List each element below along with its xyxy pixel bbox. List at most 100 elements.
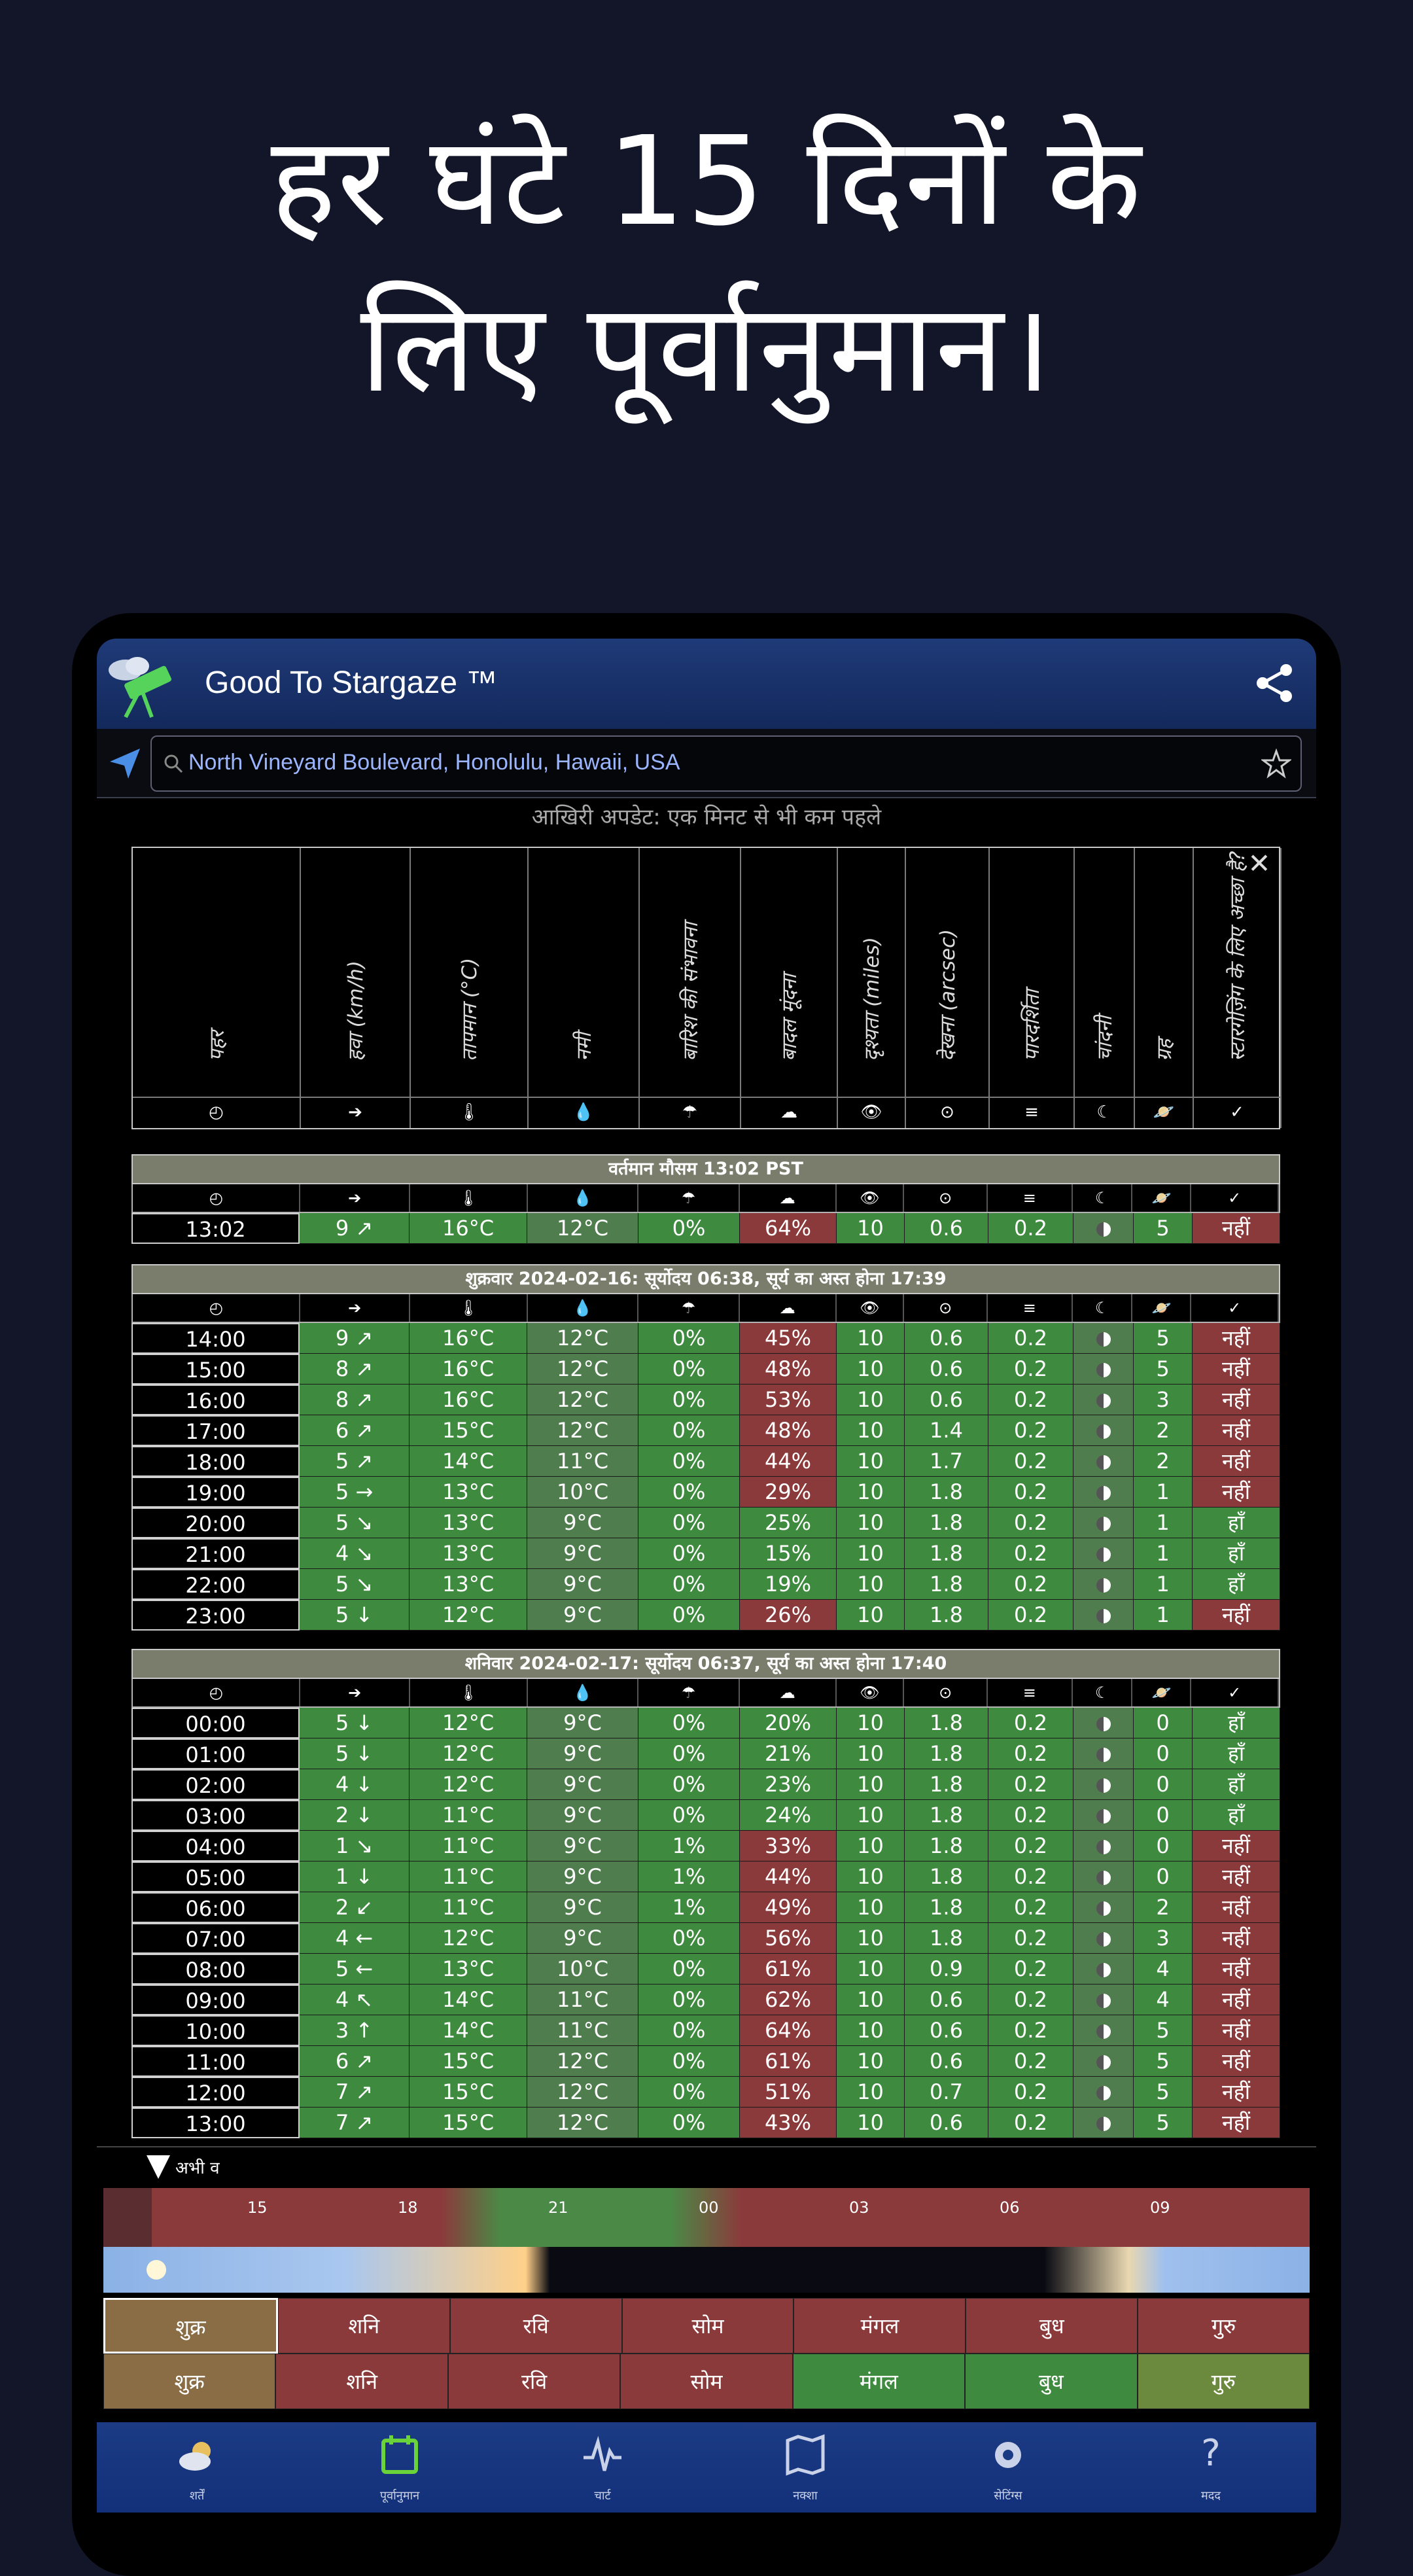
table-cell: 0.2 <box>988 2108 1073 2138</box>
table-cell <box>1073 1569 1134 1600</box>
column-5: बादल मूंदना ☁ <box>741 848 838 1128</box>
close-icon[interactable]: ✕ <box>1247 847 1271 879</box>
table-cell: 48% <box>740 1354 837 1385</box>
table-row[interactable]: 13:00 7 ↗ 15°C 12°C 0% 43% 10 0.6 0.2 5 नहीं <box>131 2108 1280 2138</box>
table-row[interactable]: 00:00 5 ↓ 12°C 9°C 0% 20% 10 1.8 0.2 0 हाँ <box>131 1708 1280 1738</box>
column-label: नमी <box>572 1032 596 1061</box>
day-button[interactable]: रवि <box>447 2354 621 2409</box>
nav-conditions[interactable]: शर्तें <box>110 2422 284 2513</box>
table-cell: 13°C <box>410 1477 527 1508</box>
table-row[interactable]: 23:00 5 ↓ 12°C 9°C 0% 26% 10 1.8 0.2 1 नहीं <box>131 1600 1280 1631</box>
section-title: शुक्रवार 2024-02-16: सूर्योदय 06:38, सूर… <box>131 1264 1280 1294</box>
table-row[interactable]: 03:00 2 ↓ 11°C 9°C 0% 24% 10 1.8 0.2 0 हाँ <box>131 1800 1280 1831</box>
column-icon: ☁ <box>741 1097 837 1127</box>
table-row[interactable]: 18:00 5 ↗ 14°C 11°C 0% 44% 10 1.7 0.2 2 नहीं <box>131 1446 1280 1477</box>
location-search-input[interactable]: North Vineyard Boulevard, Honolulu, Hawa… <box>150 735 1302 792</box>
table-cell: 10 <box>837 1508 905 1538</box>
table-cell: 0.2 <box>988 2077 1073 2108</box>
table-row[interactable]: 08:00 5 ← 13°C 10°C 0% 61% 10 0.9 0.2 4 नहीं <box>131 1954 1280 1985</box>
location-arrow-icon[interactable] <box>105 743 145 784</box>
row-icon: 👁 <box>837 1294 905 1322</box>
day-button[interactable]: बुध <box>966 2298 1138 2354</box>
day-button[interactable]: रवि <box>449 2298 622 2354</box>
day-button[interactable]: गुरु <box>1137 2354 1310 2409</box>
table-cell: 11°C <box>527 1446 638 1477</box>
app-bar: Good To Stargaze ™ <box>97 639 1316 729</box>
table-cell: 64% <box>740 2015 837 2046</box>
table-cell: 0% <box>638 2077 740 2108</box>
row-icon: ⊙ <box>904 1294 988 1322</box>
table-row[interactable]: 22:00 5 ↘ 13°C 9°C 0% 19% 10 1.8 0.2 1 हाँ <box>131 1569 1280 1600</box>
table-row[interactable]: 09:00 4 ↖ 14°C 11°C 0% 62% 10 0.6 0.2 4 नहीं <box>131 1985 1280 2015</box>
table-row[interactable]: 01:00 5 ↓ 12°C 9°C 0% 21% 10 1.8 0.2 0 हाँ <box>131 1738 1280 1769</box>
table-cell: 9°C <box>527 1738 638 1769</box>
table-cell: 10°C <box>527 1477 638 1508</box>
table-row[interactable]: 06:00 2 ↙ 11°C 9°C 1% 49% 10 1.8 0.2 2 नहीं <box>131 1892 1280 1923</box>
column-8: पारदर्शिता ≡ <box>990 848 1075 1128</box>
timeline-quality-bar[interactable]: 15 18 21 00 03 06 09 <box>103 2188 1310 2247</box>
table-row[interactable]: 05:00 1 ↓ 11°C 9°C 1% 44% 10 1.8 0.2 0 नहीं <box>131 1861 1280 1892</box>
day-button[interactable]: मंगल <box>792 2354 966 2409</box>
day-button[interactable]: शनि <box>275 2354 448 2409</box>
table-cell: 0.2 <box>988 1477 1073 1508</box>
timeline-strip[interactable]: अभी व 15 18 21 00 03 06 09 <box>97 2146 1316 2303</box>
day-button[interactable]: शनि <box>277 2298 450 2354</box>
table-cell: 7 ↗ <box>300 2108 410 2138</box>
day-button[interactable]: बुध <box>965 2354 1138 2409</box>
table-row[interactable]: 11:00 6 ↗ 15°C 12°C 0% 61% 10 0.6 0.2 5 नहीं <box>131 2046 1280 2077</box>
row-icon: 💧 <box>528 1679 639 1706</box>
now-marker-icon[interactable] <box>144 2153 173 2181</box>
sun-icon <box>147 2260 166 2280</box>
table-row[interactable]: 10:00 3 ↑ 14°C 11°C 0% 64% 10 0.6 0.2 5 नहीं <box>131 2015 1280 2046</box>
day-button[interactable]: सोम <box>620 2354 793 2409</box>
table-cell: 10 <box>837 1385 905 1415</box>
table-row[interactable]: 16:00 8 ↗ 16°C 12°C 0% 53% 10 0.6 0.2 3 नहीं <box>131 1385 1280 1415</box>
nav-help[interactable]: ? मदद <box>1124 2422 1298 2513</box>
nav-map[interactable]: नक्शा <box>718 2422 892 2513</box>
timeline-tick: 09 <box>1150 2198 1170 2217</box>
table-cell: 5 ← <box>300 1954 410 1985</box>
table-row[interactable]: 13:02 9 ↗ 16°C 12°C 0% 64% 10 0.6 0.2 5 नहीं <box>131 1213 1280 1244</box>
table-row[interactable]: 19:00 5 → 13°C 10°C 0% 29% 10 1.8 0.2 1 नहीं <box>131 1477 1280 1508</box>
row-icon: ☁ <box>740 1294 837 1322</box>
nav-forecast[interactable]: पूर्वानुमान <box>313 2422 487 2513</box>
day-button[interactable]: शुक्र <box>103 2298 278 2354</box>
table-cell: 0.6 <box>905 1985 988 2015</box>
nav-settings[interactable]: सेटिंग्स <box>921 2422 1095 2513</box>
table-row[interactable]: 07:00 4 ← 12°C 9°C 0% 56% 10 1.8 0.2 3 नहीं <box>131 1923 1280 1954</box>
day-button[interactable]: गुरु <box>1138 2298 1310 2354</box>
table-row[interactable]: 14:00 9 ↗ 16°C 12°C 0% 45% 10 0.6 0.2 5 नहीं <box>131 1323 1280 1354</box>
row-icon: ➔ <box>300 1184 411 1212</box>
table-row[interactable]: 02:00 4 ↓ 12°C 9°C 0% 23% 10 1.8 0.2 0 हाँ <box>131 1769 1280 1800</box>
table-cell: 12°C <box>527 2108 638 2138</box>
row-icon: 🪐 <box>1132 1679 1192 1706</box>
table-cell: 12°C <box>410 1923 527 1954</box>
table-cell: 10 <box>837 1708 905 1738</box>
table-cell: 44% <box>740 1861 837 1892</box>
table-row[interactable]: 12:00 7 ↗ 15°C 12°C 0% 51% 10 0.7 0.2 5 नहीं <box>131 2077 1280 2108</box>
day-button[interactable]: सोम <box>621 2298 794 2354</box>
table-row[interactable]: 21:00 4 ↘ 13°C 9°C 0% 15% 10 1.8 0.2 1 हाँ <box>131 1538 1280 1569</box>
map-icon <box>786 2434 825 2476</box>
table-cell: 12°C <box>527 1213 638 1244</box>
table-cell: 10 <box>837 1738 905 1769</box>
table-row[interactable]: 20:00 5 ↘ 13°C 9°C 0% 25% 10 1.8 0.2 1 हाँ <box>131 1508 1280 1538</box>
table-cell: 03:00 <box>131 1800 300 1831</box>
day-button[interactable]: मंगल <box>794 2298 966 2354</box>
table-row[interactable]: 17:00 6 ↗ 15°C 12°C 0% 48% 10 1.4 0.2 2 नहीं <box>131 1415 1280 1446</box>
table-cell: 64% <box>740 1213 837 1244</box>
table-row[interactable]: 15:00 8 ↗ 16°C 12°C 0% 48% 10 0.6 0.2 5 नहीं <box>131 1354 1280 1385</box>
table-cell: 12°C <box>410 1708 527 1738</box>
table-cell: 02:00 <box>131 1769 300 1800</box>
day-button[interactable]: शुक्र <box>103 2354 276 2409</box>
icon-row: ◴ ➔ 🌡 💧 ☂ ☁ 👁 ⊙ ≡ ☾ 🪐 ✓ <box>131 1679 1280 1708</box>
table-row[interactable]: 04:00 1 ↘ 11°C 9°C 1% 33% 10 1.8 0.2 0 नहीं <box>131 1831 1280 1861</box>
table-cell: 43% <box>740 2108 837 2138</box>
share-icon[interactable] <box>1251 660 1298 707</box>
favorite-star-icon[interactable] <box>1261 749 1291 779</box>
table-cell: 0.2 <box>988 1831 1073 1861</box>
table-cell: 01:00 <box>131 1738 300 1769</box>
table-cell: 0.6 <box>905 1354 988 1385</box>
nav-chart[interactable]: चार्ट <box>515 2422 689 2513</box>
app-title: Good To Stargaze ™ <box>205 665 498 700</box>
